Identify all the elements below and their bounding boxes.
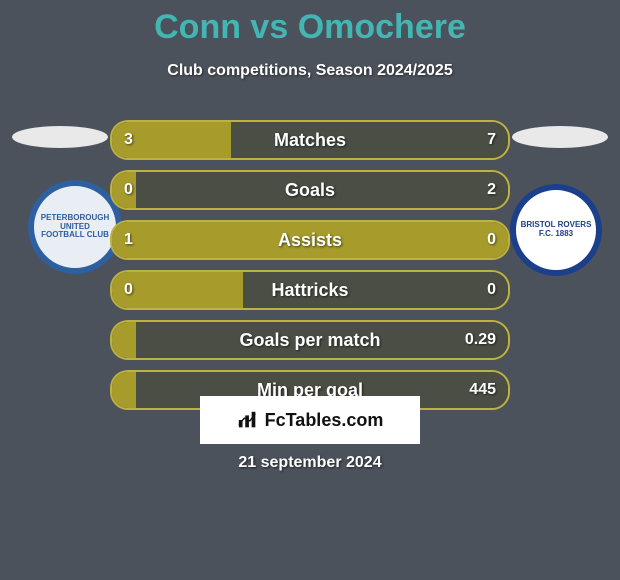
title-text: Conn vs Omochere (154, 8, 466, 46)
stat-value-left: 1 (124, 222, 133, 258)
stat-row: Hattricks0 0 (110, 270, 510, 310)
stat-value-left: 0 (124, 172, 133, 208)
club-badge-right: BRISTOL ROVERS F.C. 1883 (510, 184, 602, 276)
player-oval-left (12, 126, 108, 148)
club-badge-left-label: PETERBOROUGH UNITED FOOTBALL CLUB (34, 210, 116, 244)
stat-value-right: 0 (487, 272, 496, 308)
stat-label: Assists (112, 222, 508, 258)
date-text: 21 september 2024 (238, 454, 381, 471)
stat-label: Hattricks (112, 272, 508, 308)
stat-value-right: 445 (469, 372, 496, 408)
stat-row: Goals per match0.29 (110, 320, 510, 360)
stat-value-right: 0 (487, 222, 496, 258)
subtitle: Club competitions, Season 2024/2025 (0, 62, 620, 80)
club-badge-left: PETERBOROUGH UNITED FOOTBALL CLUB (28, 180, 122, 274)
chart-icon (237, 409, 259, 431)
stat-value-right: 7 (487, 122, 496, 158)
player-oval-right (512, 126, 608, 148)
comparison-bars: Matches37Goals02Assists10Hattricks00Goal… (110, 120, 510, 420)
stat-value-right: 2 (487, 172, 496, 208)
fctables-text: FcTables.com (265, 410, 384, 431)
stat-value-left: 0 (124, 272, 133, 308)
stat-row: Matches3 7 (110, 120, 510, 160)
stat-row: Assists1 0 (110, 220, 510, 260)
subtitle-text: Club competitions, Season 2024/2025 (167, 62, 452, 79)
stat-value-right: 0.29 (465, 322, 496, 358)
club-badge-right-label: BRISTOL ROVERS F.C. 1883 (516, 217, 596, 243)
fctables-watermark: FcTables.com (200, 396, 420, 444)
stat-row: Goals0 2 (110, 170, 510, 210)
stat-value-left: 3 (124, 122, 133, 158)
stat-label: Goals per match (112, 322, 508, 358)
date-label: 21 september 2024 (0, 454, 620, 472)
stat-label: Matches (112, 122, 508, 158)
stat-label: Goals (112, 172, 508, 208)
page-title: Conn vs Omochere (0, 8, 620, 47)
